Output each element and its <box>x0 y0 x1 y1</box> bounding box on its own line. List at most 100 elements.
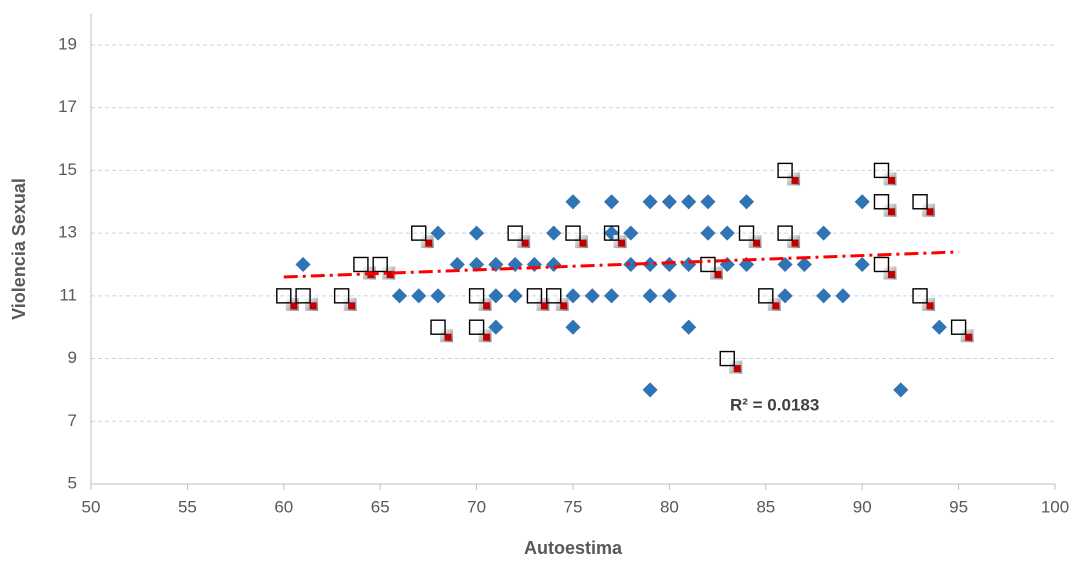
marker-square <box>777 225 793 241</box>
marker-square <box>507 225 523 241</box>
point <box>893 382 909 398</box>
x-tick-label: 75 <box>564 497 583 516</box>
marker-square <box>950 319 967 335</box>
y-tick-label: 15 <box>58 160 77 179</box>
x-tick-label: 70 <box>467 497 486 516</box>
point <box>488 288 504 304</box>
x-tick-label: 50 <box>82 497 101 516</box>
point <box>700 256 723 280</box>
marker-shadow-core <box>425 239 433 247</box>
point <box>507 288 523 304</box>
marker-square <box>546 288 562 304</box>
point <box>565 225 588 249</box>
marker-shadow-core <box>560 302 568 310</box>
y-tick-label: 19 <box>58 34 77 53</box>
marker-shadow-core <box>791 239 799 247</box>
y-tick-label: 9 <box>68 348 77 367</box>
marker-shadow-core <box>965 333 973 341</box>
point <box>603 288 620 304</box>
y-tick-label: 7 <box>68 411 77 430</box>
point <box>430 288 446 304</box>
marker-shadow-core <box>887 270 895 278</box>
point <box>912 288 936 311</box>
point <box>430 319 454 343</box>
marker-square <box>526 288 543 304</box>
marker-shadow-core <box>753 239 761 247</box>
point <box>642 288 658 304</box>
point <box>681 256 697 273</box>
point <box>777 162 801 186</box>
point <box>603 225 627 249</box>
marker-square <box>777 162 793 179</box>
marker-square <box>738 225 755 241</box>
point <box>468 319 492 343</box>
point <box>719 350 743 374</box>
marker-square <box>333 288 350 304</box>
point <box>565 319 581 335</box>
y-tick-label: 11 <box>59 285 77 304</box>
point <box>661 288 677 304</box>
marker-shadow-core <box>926 208 934 216</box>
point <box>661 256 677 273</box>
point <box>777 225 801 249</box>
point <box>372 256 396 280</box>
marker-square <box>912 194 928 210</box>
point <box>681 319 697 335</box>
marker-square <box>276 288 292 304</box>
point <box>565 288 581 304</box>
marker-shadow-core <box>618 239 626 247</box>
x-tick-label: 80 <box>660 497 679 516</box>
marker-shadow-core <box>714 270 722 278</box>
marker-shadow-core <box>483 333 491 341</box>
point <box>507 225 531 249</box>
point <box>777 256 793 273</box>
point <box>469 225 485 241</box>
marker-shadow-core <box>444 333 452 341</box>
marker-shadow-core <box>290 302 298 310</box>
x-axis-title: Autoestima <box>524 538 623 558</box>
point <box>603 194 620 210</box>
point <box>796 256 812 273</box>
marker-shadow-core <box>887 208 895 216</box>
marker-shadow-core <box>386 270 394 278</box>
x-tick-label: 55 <box>178 497 197 516</box>
x-tick-label: 100 <box>1041 497 1069 516</box>
point <box>623 225 639 241</box>
point <box>430 225 446 241</box>
point <box>738 194 755 210</box>
x-tick-label: 65 <box>371 497 390 516</box>
point <box>681 194 697 210</box>
point <box>411 288 427 304</box>
point <box>546 288 569 311</box>
point <box>468 288 492 311</box>
point <box>777 288 793 304</box>
x-tick-label: 90 <box>853 497 872 516</box>
point <box>816 288 832 304</box>
point <box>333 288 357 311</box>
marker-shadow-core <box>887 176 895 184</box>
marker-square <box>468 288 485 304</box>
marker-square <box>873 162 890 179</box>
marker-square <box>719 350 735 367</box>
marker-shadow-core <box>309 302 317 310</box>
point <box>738 225 762 249</box>
marker-square <box>430 319 446 335</box>
point <box>584 288 600 304</box>
marker-shadow-core <box>579 239 587 247</box>
marker-shadow-core <box>733 365 741 373</box>
point <box>816 225 832 241</box>
marker-square <box>700 256 716 273</box>
point <box>835 288 851 304</box>
marker-square <box>353 256 369 273</box>
point <box>295 256 311 273</box>
point <box>295 288 319 311</box>
marker-shadow-core <box>483 302 491 310</box>
marker-square <box>565 225 581 241</box>
point <box>950 319 974 343</box>
point <box>411 225 434 249</box>
point <box>700 194 716 210</box>
x-tick-label: 60 <box>274 497 293 516</box>
point <box>700 225 716 241</box>
marker-shadow-core <box>926 302 934 310</box>
point <box>873 256 897 280</box>
